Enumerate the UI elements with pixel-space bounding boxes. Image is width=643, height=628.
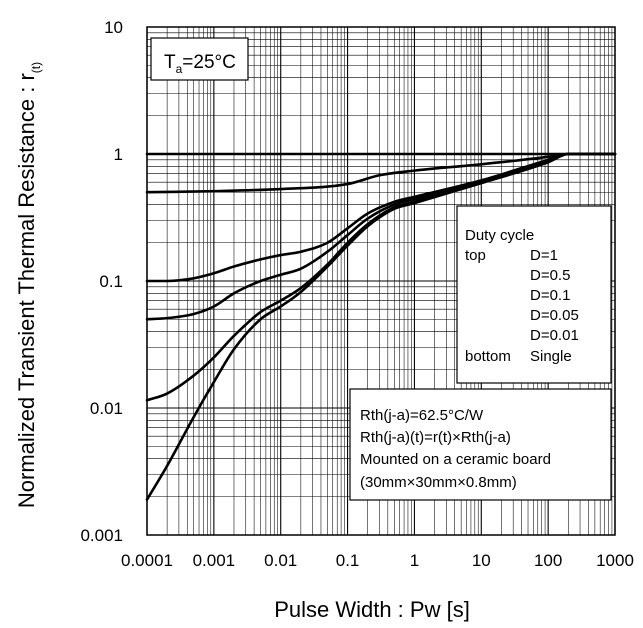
legend-top-label: top <box>465 247 486 264</box>
x-tick-label: 1 <box>410 551 419 570</box>
note-line: Rth(j-a)=62.5°C/W <box>360 407 484 424</box>
y-axis-title-main: Normalized Transient Thermal Resistance … <box>14 73 39 508</box>
x-tick-labels: 0.0001 0.001 0.01 0.1 1 10 100 1000 <box>121 551 634 570</box>
x-axis-title: Pulse Width : Pw [s] <box>274 597 470 622</box>
legend-entry: D=0.05 <box>530 307 579 324</box>
y-tick-labels: 0.001 0.01 0.1 1 10 <box>80 18 123 545</box>
temperature-box: Ta=25°C <box>150 37 249 81</box>
x-tick-label: 100 <box>534 551 562 570</box>
temperature-subscript: a <box>176 62 183 76</box>
y-tick-label: 0.001 <box>80 526 123 545</box>
temperature-value: =25°C <box>182 52 236 73</box>
svg-text:Ta=25°C: Ta=25°C <box>164 52 236 76</box>
x-tick-label: 0.0001 <box>121 551 173 570</box>
notes-box: Rth(j-a)=62.5°C/W Rth(j-a)(t)=r(t)×Rth(j… <box>349 388 612 501</box>
legend-entry: D=1 <box>530 247 558 264</box>
series-line <box>145 152 617 194</box>
legend-entry: Single <box>530 348 572 365</box>
note-line: Rth(j-a)(t)=r(t)×Rth(j-a) <box>360 429 511 446</box>
series-line <box>145 152 617 501</box>
legend-entry: D=0.5 <box>530 267 570 284</box>
series-layer <box>145 152 617 501</box>
y-tick-label: 0.01 <box>90 399 123 418</box>
legend: Duty cycle top bottom D=1 D=0.5 D=0.1 D=… <box>456 205 612 384</box>
temperature-main: T <box>164 52 176 73</box>
x-tick-label: 10 <box>472 551 491 570</box>
note-line: Mounted on a ceramic board <box>360 451 551 468</box>
x-tick-label: 0.01 <box>264 551 297 570</box>
legend-entry: D=0.01 <box>530 327 579 344</box>
legend-entry: D=0.1 <box>530 287 570 304</box>
y-axis-title: Normalized Transient Thermal Resistance … <box>14 62 43 508</box>
y-tick-label: 0.1 <box>99 272 123 291</box>
y-axis-title-subscript: (t) <box>29 62 43 73</box>
x-tick-label: 0.001 <box>193 551 236 570</box>
plot-frame <box>146 26 616 536</box>
y-tick-label: 1 <box>114 145 123 164</box>
x-tick-label: 1000 <box>596 551 634 570</box>
legend-bottom-label: bottom <box>465 348 511 365</box>
y-tick-label: 10 <box>104 18 123 37</box>
note-line: (30mm×30mm×0.8mm) <box>360 474 517 491</box>
x-tick-label: 0.1 <box>336 551 360 570</box>
legend-title: Duty cycle <box>465 227 534 244</box>
